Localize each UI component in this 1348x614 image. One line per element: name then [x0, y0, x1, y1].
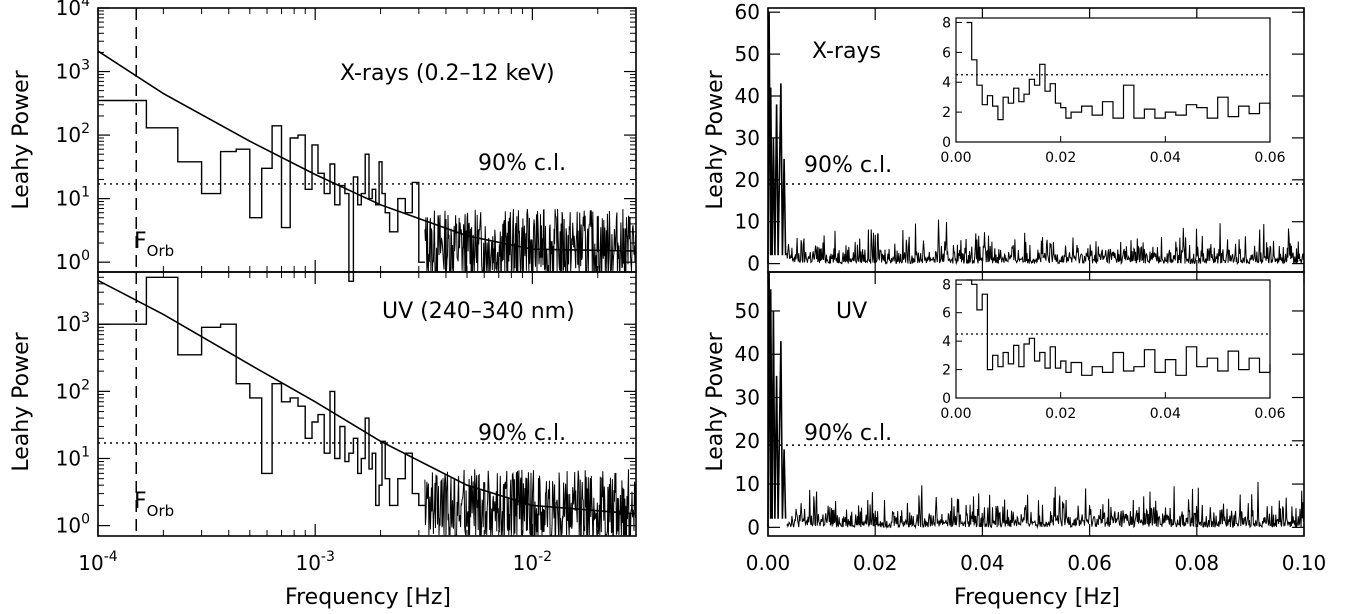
xray-lin-ytick-label: 30	[735, 126, 760, 150]
uv-lin-inset-xtick-label: 0.02	[1045, 406, 1076, 422]
xray-lin-ytick-label: 60	[735, 0, 760, 24]
xray-lin-ytick-label: 0	[747, 252, 760, 276]
uv-log-ytick-label: 103	[56, 310, 90, 336]
uv-log-xtick-label: 10-2	[513, 549, 552, 575]
uv-lin-ytick-label: 30	[735, 386, 760, 410]
xray-log-panel: 100 101 102 103 104 X-rays (0.2–12 keV) 90% c.…	[9, 0, 637, 282]
uv-log-spectrum-noise	[424, 469, 636, 536]
uv-lin-frame	[767, 271, 1305, 537]
uv-log-ytick-label: 101	[56, 444, 90, 470]
xray-lin-panel: 0 10 20 30 40 50 60 0 2 4 6 8 0.00 0.02 0.04 0.06 X-rays…	[703, 0, 1305, 276]
xray-log-ytick-label: 102	[56, 121, 90, 147]
uv-lin-inset-ytick-label: 8	[942, 277, 951, 293]
xray-lin-inset-xtick-label: 0.00	[940, 150, 971, 166]
xray-lin-spectrum-peaks	[767, 12, 787, 264]
xray-log-forb-label: FOrb	[134, 229, 174, 260]
xray-log-ytick-label: 103	[56, 58, 90, 84]
xray-lin-inset-xtick-label: 0.02	[1045, 150, 1076, 166]
xray-log-annotation: X-rays (0.2–12 keV)	[340, 61, 555, 86]
xray-lin-inset-ytick-label: 4	[942, 75, 951, 91]
xray-lin-inset-frame	[955, 17, 1271, 143]
uv-lin-xtick-label: 0.06	[1067, 551, 1112, 575]
uv-lin-ylabel: Leahy Power	[703, 331, 728, 471]
uv-lin-panel: 0 10 20 30 40 50 0.00 0.02 0.04 0.06 0.08 0.10 0 2 4 6 8…	[703, 271, 1327, 610]
uv-log-annotation: UV (240–340 nm)	[382, 299, 575, 324]
uv-log-xtick-label: 10-3	[295, 549, 334, 575]
uv-lin-inset-ytick-label: 0	[942, 391, 951, 407]
uv-lin-xtick-label: 0.10	[1282, 551, 1327, 575]
uv-lin-ytick-label: 20	[735, 429, 760, 453]
uv-lin-inset-ytick-label: 2	[942, 363, 951, 379]
xray-lin-ytick-label: 10	[735, 210, 760, 234]
xray-lin-inset-xtick-label: 0.06	[1254, 150, 1285, 166]
uv-log-ytick-label: 100	[56, 512, 90, 538]
uv-lin-annotation: UV	[836, 299, 867, 324]
uv-lin-ytick-label: 50	[735, 299, 760, 323]
uv-log-cl-label: 90% c.l.	[478, 421, 566, 446]
uv-log-panel: 100 101 102 103 10-4 10-3 10-2 UV (240–340 nm) 9…	[9, 271, 637, 610]
xray-lin-inset-xtick-label: 0.04	[1150, 150, 1181, 166]
uv-log-forb-label: FOrb	[134, 489, 174, 520]
uv-lin-inset-ytick-label: 6	[942, 306, 951, 322]
uv-lin-inset-xtick-label: 0.04	[1150, 406, 1181, 422]
uv-lin-ytick-label: 0	[747, 515, 760, 539]
uv-log-ytick-label: 102	[56, 377, 90, 403]
xray-log-ylabel: Leahy Power	[9, 69, 34, 209]
xray-log-ytick-label: 101	[56, 185, 90, 211]
uv-log-model-fit	[97, 279, 637, 515]
uv-lin-inset-spectrum	[966, 279, 1271, 376]
uv-lin-xtick-label: 0.04	[960, 551, 1005, 575]
xray-lin-ytick-label: 40	[735, 84, 760, 108]
xray-log-spectrum-noise	[424, 208, 636, 272]
uv-lin-xlabel: Frequency [Hz]	[954, 585, 1120, 610]
uv-lin-xtick-label: 0.08	[1175, 551, 1220, 575]
xray-log-ytick-label: 100	[56, 248, 90, 274]
uv-lin-spectrum-peaks	[767, 271, 787, 528]
uv-lin-xtick-label: 0.02	[853, 551, 898, 575]
uv-log-xtick-label: 10-4	[78, 549, 118, 575]
uv-lin-cl-label: 90% c.l.	[804, 421, 892, 446]
xray-lin-inset-ytick-label: 0	[942, 135, 951, 151]
xray-lin-cl-label: 90% c.l.	[804, 153, 892, 178]
uv-lin-ytick-label: 40	[735, 342, 760, 366]
uv-log-ylabel: Leahy Power	[9, 331, 34, 471]
xray-lin-inset-spectrum	[966, 21, 1271, 121]
xray-lin-inset-ytick-label: 6	[942, 45, 951, 61]
xray-lin-annotation: X-rays	[812, 39, 881, 64]
uv-log-spectrum	[98, 276, 425, 507]
uv-lin-xtick-label: 0.00	[746, 551, 791, 575]
uv-lin-spectrum-noise	[786, 481, 1304, 530]
uv-lin-inset-frame	[955, 279, 1271, 399]
uv-lin-inset-ytick-label: 4	[942, 334, 951, 350]
xray-lin-ytick-label: 20	[735, 168, 760, 192]
xray-lin-spectrum-noise	[786, 219, 1304, 266]
xray-log-ytick-label: 104	[56, 0, 90, 20]
xray-lin-inset-ytick-label: 8	[942, 15, 951, 31]
xray-log-spectrum	[98, 99, 425, 282]
xray-lin-ytick-label: 50	[735, 42, 760, 66]
xray-lin-inset-ytick-label: 2	[942, 105, 951, 121]
uv-lin-inset-xtick-label: 0.00	[940, 406, 971, 422]
xray-log-model-fit	[97, 50, 637, 252]
uv-log-xlabel: Frequency [Hz]	[285, 585, 451, 610]
xray-lin-ylabel: Leahy Power	[703, 69, 728, 209]
uv-lin-ytick-label: 10	[735, 472, 760, 496]
xray-log-frame	[97, 7, 637, 273]
uv-log-frame	[97, 271, 637, 537]
xray-log-cl-label: 90% c.l.	[478, 151, 566, 176]
uv-lin-inset-xtick-label: 0.06	[1254, 406, 1285, 422]
